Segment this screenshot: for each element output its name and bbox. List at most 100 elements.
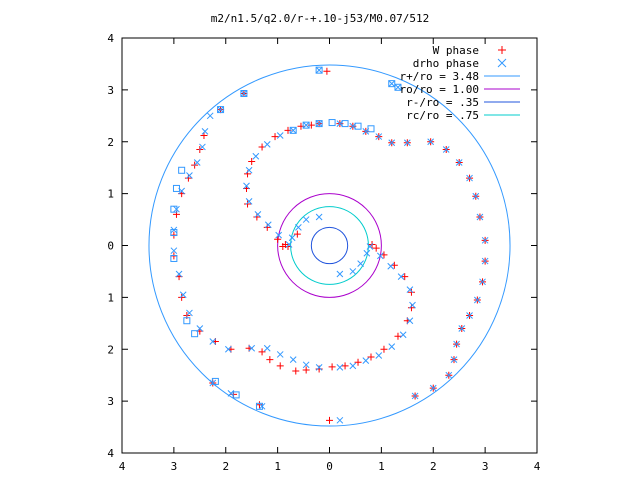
x-tick-label-5: 1: [378, 460, 385, 473]
point-1-14: [481, 257, 489, 265]
point-0-32: [315, 365, 323, 373]
x-tick-label-8: 4: [534, 460, 541, 473]
curve-circle-3: [290, 206, 369, 285]
point-0-7: [248, 157, 256, 165]
y-tick-label-7: 3: [107, 395, 114, 408]
legend-label-3: ro/ro = 1.00: [400, 83, 479, 96]
point-1-45: [206, 112, 214, 120]
point-1-56: [245, 198, 253, 205]
point-1-16: [473, 296, 481, 304]
point-0-29: [354, 358, 362, 366]
point-1-69: [388, 343, 396, 351]
point-2-1: [240, 90, 248, 98]
x-tick-label-4: 0: [326, 460, 333, 473]
point-1-37: [170, 247, 178, 255]
point-2-4: [394, 83, 402, 91]
point-1-29: [263, 344, 271, 352]
point-2-9: [315, 120, 323, 128]
point-2-19: [211, 377, 219, 385]
point-1-53: [252, 152, 260, 160]
point-0-67: [178, 293, 186, 301]
point-2-12: [170, 254, 178, 262]
point-1-54: [245, 166, 253, 174]
point-0-10: [244, 200, 252, 208]
point-2-16: [178, 166, 186, 174]
point-1-66: [409, 301, 416, 309]
point-1-57: [254, 211, 262, 218]
point-1-24: [336, 416, 344, 424]
point-0-5: [271, 133, 279, 141]
y-tick-label-1: 3: [107, 84, 114, 97]
point-2-6: [354, 122, 362, 130]
legend-marker-1: [497, 58, 507, 68]
y-tick-label-8: 4: [107, 447, 114, 460]
point-0-24: [407, 304, 415, 312]
point-1-49: [302, 121, 310, 129]
point-1-5: [388, 139, 396, 147]
x-tick-label-3: 1: [274, 460, 281, 473]
point-1-21: [445, 371, 453, 379]
point-1-86: [288, 234, 296, 242]
point-1-81: [357, 260, 364, 268]
point-1-77: [388, 80, 396, 88]
point-0-15: [293, 230, 301, 238]
point-1-42: [193, 159, 201, 166]
point-0-28: [367, 353, 375, 361]
point-0-73: [184, 174, 192, 182]
x-tick-label-1: 3: [171, 460, 178, 473]
point-1-30: [248, 344, 256, 352]
point-2-5: [367, 125, 375, 133]
point-2-14: [170, 205, 178, 213]
point-1-32: [209, 338, 217, 345]
point-2-2: [217, 106, 225, 114]
chart-title: m2/n1.5/q2.0/r-+.10-j53/M0.07/512: [211, 12, 430, 25]
point-1-85: [295, 223, 302, 231]
point-1-23: [411, 392, 419, 400]
point-2-11: [289, 126, 297, 134]
series-1: [170, 66, 489, 424]
point-2-0: [315, 66, 323, 74]
y-tick-label-3: 1: [107, 188, 114, 201]
point-2-20: [232, 391, 240, 399]
point-1-15: [479, 278, 486, 286]
y-tick-label-2: 2: [107, 136, 114, 149]
point-1-22: [429, 384, 437, 392]
y-axis: 4 3 2 1 0 1 2 3 4: [107, 32, 537, 460]
point-2-18: [191, 330, 199, 338]
point-2-13: [170, 229, 178, 237]
point-1-28: [276, 351, 284, 358]
legend-label-2: r+/ro = 3.48: [400, 70, 479, 83]
point-1-7: [427, 138, 435, 146]
point-2-10: [302, 121, 310, 129]
point-1-60: [285, 241, 293, 248]
point-1-0: [315, 66, 323, 74]
point-1-13: [481, 236, 489, 244]
point-0-23: [407, 288, 415, 296]
point-1-27: [289, 356, 297, 363]
point-1-26: [302, 361, 310, 369]
point-1-47: [240, 90, 248, 97]
point-1-63: [387, 262, 395, 270]
point-1-78: [394, 83, 402, 91]
point-1-44: [201, 128, 209, 135]
point-0-60: [266, 356, 274, 364]
legend-marker-0: [498, 46, 506, 54]
legend-label-1: drho phase: [413, 57, 479, 70]
point-0-81: [255, 401, 263, 409]
point-0-76: [200, 132, 208, 140]
point-1-10: [466, 174, 473, 182]
point-2-3: [388, 80, 396, 88]
point-1-64: [397, 273, 405, 280]
point-1-70: [375, 352, 383, 359]
y-tick-label-6: 2: [107, 343, 114, 356]
point-1-48: [315, 120, 323, 127]
point-1-61: [366, 243, 374, 250]
y-tick-label-0: 4: [107, 32, 114, 45]
point-0-19: [372, 244, 380, 252]
point-1-20: [450, 356, 458, 363]
point-1-36: [175, 270, 183, 278]
point-0-13: [274, 235, 282, 243]
curve-circle-0: [148, 64, 511, 427]
